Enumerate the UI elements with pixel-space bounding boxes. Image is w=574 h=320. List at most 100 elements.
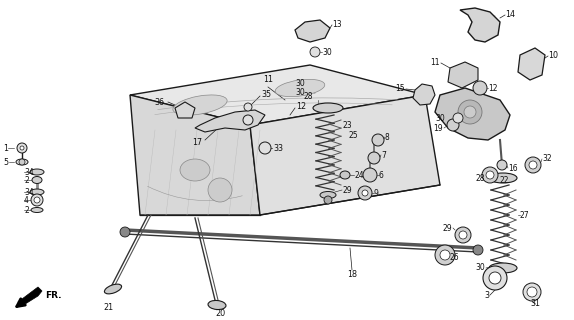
Ellipse shape: [173, 95, 227, 115]
Circle shape: [19, 159, 25, 165]
Circle shape: [368, 152, 380, 164]
Text: 18: 18: [347, 270, 357, 279]
Circle shape: [259, 142, 271, 154]
Circle shape: [483, 266, 507, 290]
Circle shape: [459, 231, 467, 239]
Text: 11: 11: [430, 58, 440, 67]
Polygon shape: [195, 110, 265, 132]
Circle shape: [34, 197, 40, 203]
Polygon shape: [175, 102, 195, 118]
Circle shape: [527, 287, 537, 297]
Circle shape: [17, 143, 27, 153]
Text: 3: 3: [484, 291, 490, 300]
Ellipse shape: [104, 284, 122, 294]
Polygon shape: [413, 84, 435, 105]
Ellipse shape: [340, 171, 350, 179]
Circle shape: [31, 194, 43, 206]
Circle shape: [523, 283, 541, 301]
Polygon shape: [130, 95, 260, 215]
Text: 12: 12: [296, 101, 306, 110]
Ellipse shape: [30, 189, 44, 195]
Circle shape: [455, 227, 471, 243]
Circle shape: [489, 272, 501, 284]
Ellipse shape: [489, 173, 517, 183]
Text: 30: 30: [295, 78, 305, 87]
Circle shape: [435, 245, 455, 265]
Polygon shape: [460, 8, 500, 42]
Text: 2: 2: [24, 175, 29, 185]
Circle shape: [310, 47, 320, 57]
Text: 9: 9: [374, 188, 379, 197]
Text: 34: 34: [24, 167, 34, 177]
Ellipse shape: [16, 159, 28, 165]
Text: 7: 7: [381, 150, 386, 159]
Circle shape: [372, 134, 384, 146]
Text: 27: 27: [520, 211, 530, 220]
Text: 20: 20: [215, 309, 225, 318]
Text: 10: 10: [548, 51, 558, 60]
Text: 23: 23: [343, 121, 352, 130]
Circle shape: [497, 160, 507, 170]
Circle shape: [453, 113, 463, 123]
Circle shape: [244, 103, 252, 111]
Circle shape: [440, 250, 450, 260]
Text: 4: 4: [24, 196, 29, 204]
Text: 15: 15: [395, 84, 405, 92]
Text: 29: 29: [343, 186, 352, 195]
Circle shape: [482, 167, 498, 183]
Circle shape: [120, 227, 130, 237]
Polygon shape: [18, 287, 42, 306]
Text: 26: 26: [450, 253, 460, 262]
Text: 30: 30: [295, 87, 305, 97]
Text: 31: 31: [530, 299, 540, 308]
Ellipse shape: [489, 263, 517, 273]
Text: 19: 19: [433, 124, 443, 132]
Ellipse shape: [313, 103, 343, 113]
Ellipse shape: [180, 159, 210, 181]
Text: 28: 28: [304, 92, 313, 100]
Text: 30: 30: [435, 114, 445, 123]
Circle shape: [529, 161, 537, 169]
Text: 22: 22: [500, 175, 510, 185]
Circle shape: [473, 245, 483, 255]
Text: 25: 25: [349, 131, 359, 140]
Text: 5: 5: [3, 157, 8, 166]
Text: 21: 21: [103, 303, 113, 313]
Text: 11: 11: [263, 75, 273, 84]
Ellipse shape: [30, 169, 44, 175]
Polygon shape: [250, 95, 440, 215]
Text: 24: 24: [355, 171, 364, 180]
Text: 12: 12: [488, 84, 498, 92]
Circle shape: [324, 196, 332, 204]
Circle shape: [525, 157, 541, 173]
Text: 17: 17: [192, 138, 202, 147]
Polygon shape: [295, 20, 330, 42]
Circle shape: [363, 168, 377, 182]
Text: 13: 13: [332, 20, 342, 28]
Circle shape: [473, 81, 487, 95]
Text: 35: 35: [261, 90, 271, 99]
Ellipse shape: [208, 300, 226, 309]
Text: 30: 30: [322, 47, 332, 57]
Ellipse shape: [275, 79, 325, 97]
Ellipse shape: [320, 191, 336, 198]
Text: 29: 29: [443, 223, 452, 233]
Text: 36: 36: [154, 98, 164, 107]
Polygon shape: [518, 48, 545, 80]
Text: 16: 16: [508, 164, 518, 172]
Text: 28: 28: [475, 173, 485, 182]
Circle shape: [362, 190, 368, 196]
Circle shape: [486, 171, 494, 179]
Text: FR.: FR.: [45, 291, 61, 300]
Polygon shape: [435, 88, 510, 140]
Text: 34: 34: [24, 188, 34, 196]
Text: 2: 2: [24, 205, 29, 214]
Text: 14: 14: [505, 10, 515, 19]
Text: 30: 30: [475, 263, 485, 273]
Polygon shape: [448, 62, 478, 88]
Text: 6: 6: [379, 171, 384, 180]
Circle shape: [208, 178, 232, 202]
Circle shape: [458, 100, 482, 124]
Ellipse shape: [32, 177, 42, 183]
Circle shape: [464, 106, 476, 118]
